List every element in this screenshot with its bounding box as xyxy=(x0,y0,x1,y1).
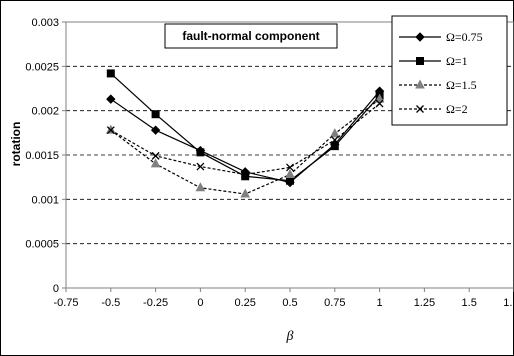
x-tick-label: 1.25 xyxy=(414,297,435,309)
data-point xyxy=(106,69,115,78)
data-point xyxy=(285,168,295,179)
data-point xyxy=(375,99,384,108)
series-4 xyxy=(106,99,384,179)
x-tick-label: 1.5 xyxy=(462,297,477,309)
x-tick-label: -0.5 xyxy=(101,297,120,309)
legend-label: Ω=2 xyxy=(446,102,468,116)
legend-box xyxy=(391,15,508,126)
x-tick-label: 0.5 xyxy=(282,297,297,309)
x-tick-label: -0.25 xyxy=(143,297,168,309)
legend-marker xyxy=(416,105,424,113)
annotation-box xyxy=(164,23,338,49)
data-point xyxy=(195,182,206,192)
legend-marker xyxy=(416,57,424,65)
data-point xyxy=(240,188,251,198)
x-tick-label: 1.75 xyxy=(503,297,514,309)
data-point xyxy=(286,176,294,185)
data-point xyxy=(241,172,250,181)
axis-layer: 0 0.0005 0.001 0.0015 0.002 0.0025 0.003 -0.75 -… xyxy=(25,17,514,309)
legend-entry: Ω=2 xyxy=(399,102,468,116)
y-tick-label: 0.003 xyxy=(31,17,59,29)
y-tick-label: 0.002 xyxy=(31,106,59,118)
series-layer xyxy=(105,69,385,198)
legend-marker xyxy=(415,79,425,89)
y-tick-label: 0.0005 xyxy=(25,239,59,251)
x-tick-label: 1 xyxy=(377,297,383,309)
x-tick-label: 0 xyxy=(197,297,203,309)
y-tick-label: 0.0015 xyxy=(25,150,59,162)
legend-entry: Ω=1 xyxy=(399,54,468,68)
y-tick-label: 0 xyxy=(53,283,59,295)
data-point xyxy=(106,126,115,135)
data-point xyxy=(106,94,116,104)
data-point xyxy=(196,148,205,157)
x-tick-label: -0.75 xyxy=(53,297,78,309)
annotation: fault-normal component xyxy=(164,23,338,49)
legend-marker xyxy=(415,32,425,42)
legend-entry: Ω=1.5 xyxy=(399,78,477,92)
data-point xyxy=(241,170,250,179)
data-point xyxy=(151,151,160,160)
legend: Ω=0.75 Ω=1 Ω=1.5 Ω=2 xyxy=(391,15,508,126)
data-point xyxy=(374,93,385,103)
legend-label: Ω=0.75 xyxy=(446,30,483,44)
data-point xyxy=(150,125,161,135)
data-point xyxy=(330,135,339,144)
x-axis-title: β xyxy=(286,329,294,344)
data-point xyxy=(330,142,339,151)
data-point xyxy=(329,128,340,138)
x-tick-label: 0.25 xyxy=(234,297,255,309)
x-tick-label: 0.75 xyxy=(324,297,345,309)
data-point xyxy=(286,163,294,172)
y-axis-title: rotation xyxy=(9,122,23,167)
data-point xyxy=(151,110,160,119)
y-tick-label: 0.001 xyxy=(31,194,59,206)
y-tick-label: 0.0025 xyxy=(25,61,59,73)
legend-entry: Ω=0.75 xyxy=(399,30,483,44)
legend-label: Ω=1.5 xyxy=(446,78,477,92)
legend-label: Ω=1 xyxy=(446,54,468,68)
series-3 xyxy=(105,93,385,198)
data-point xyxy=(150,158,161,168)
annotation-text: fault-normal component xyxy=(182,29,319,43)
data-point xyxy=(196,162,205,171)
